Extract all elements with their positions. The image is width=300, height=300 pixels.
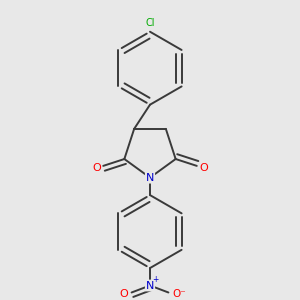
Text: N: N (146, 280, 154, 290)
Text: O: O (199, 163, 208, 173)
Text: O: O (92, 163, 101, 173)
Text: Cl: Cl (145, 18, 155, 28)
Text: O⁻: O⁻ (172, 289, 186, 299)
Text: N: N (146, 172, 154, 183)
Text: +: + (152, 275, 159, 284)
Text: O: O (119, 289, 128, 299)
